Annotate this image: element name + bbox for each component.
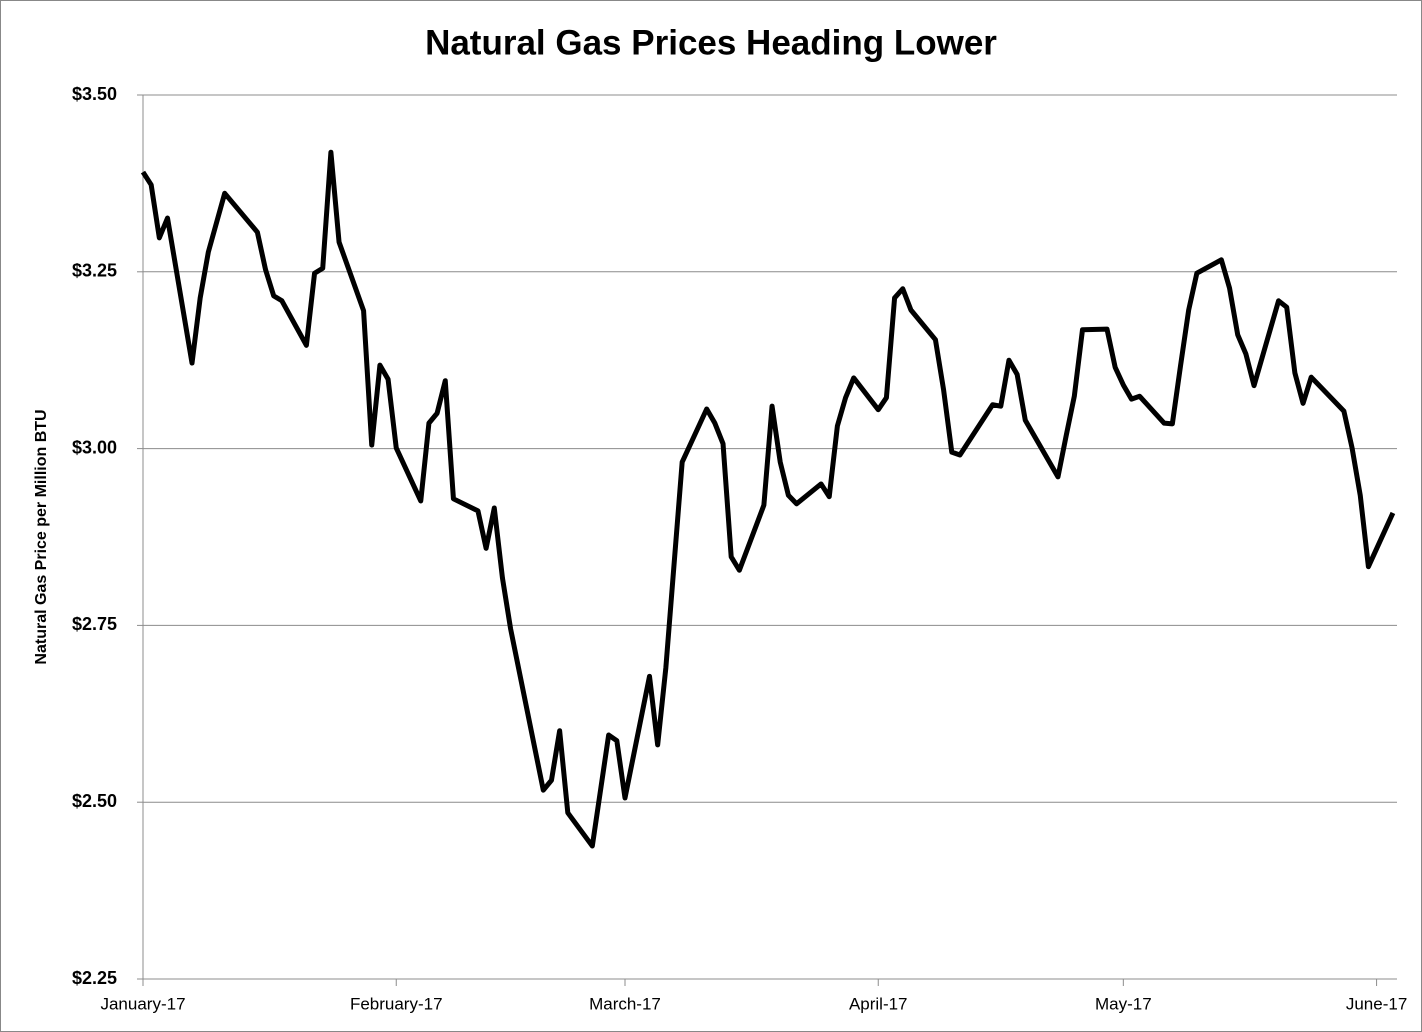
y-tick-label: $2.50 [72, 791, 117, 811]
x-tick-label: May-17 [1095, 994, 1152, 1013]
x-tick-label: April-17 [849, 994, 908, 1013]
y-tick-label: $3.00 [72, 437, 117, 457]
y-axis-label: Natural Gas Price per Million BTU [33, 409, 50, 664]
x-tick-label: March-17 [589, 994, 661, 1013]
x-tick-label: January-17 [100, 994, 185, 1013]
x-tick-label: February-17 [350, 994, 443, 1013]
y-tick-label: $3.50 [72, 84, 117, 104]
y-tick-label: $2.25 [72, 968, 117, 988]
y-tick-label: $3.25 [72, 261, 117, 281]
price-line [140, 149, 1396, 849]
x-tick-label: June-17 [1346, 994, 1407, 1013]
y-tick-label: $2.75 [72, 614, 117, 634]
chart-title: Natural Gas Prices Heading Lower [425, 23, 997, 62]
